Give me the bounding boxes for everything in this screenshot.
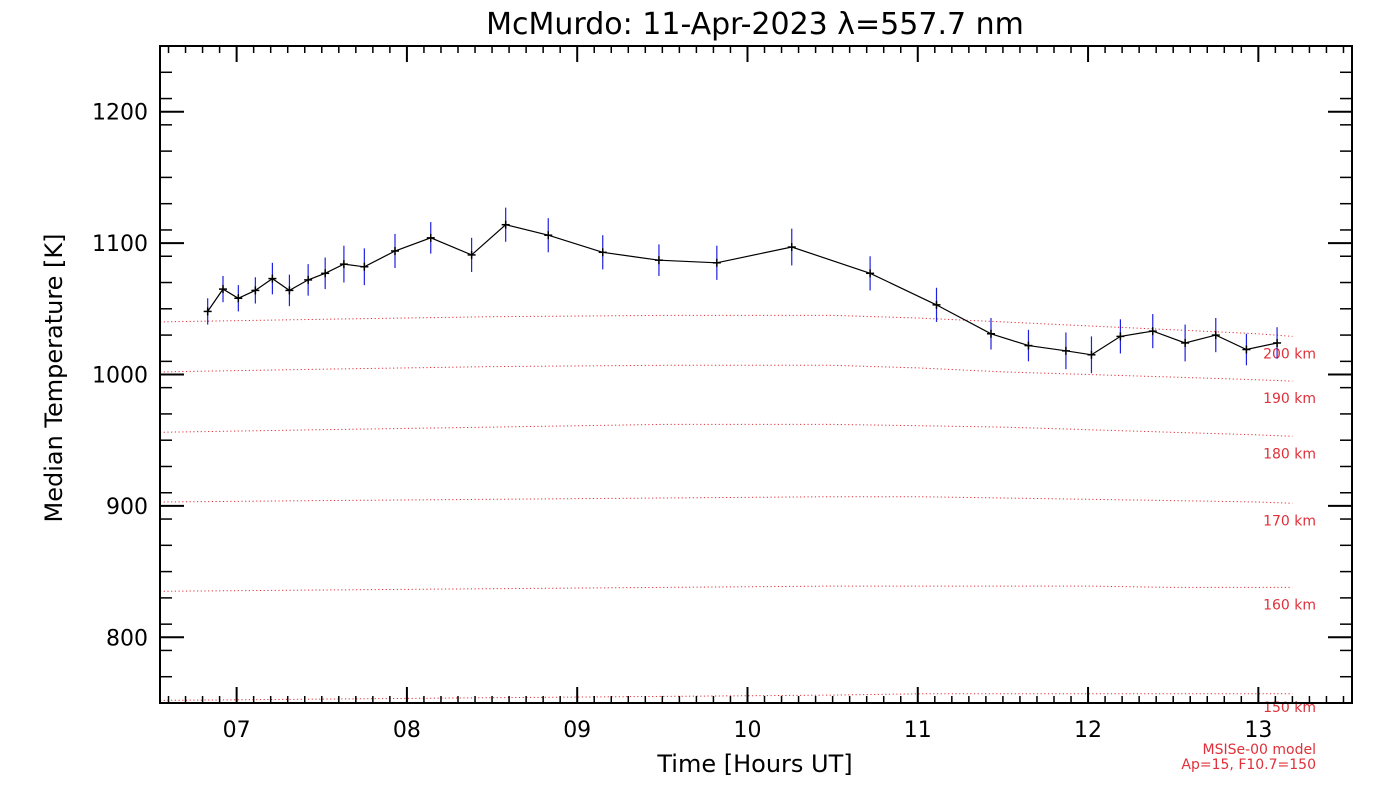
model-curve-label: 170 km <box>1263 513 1316 529</box>
data-point <box>321 269 330 278</box>
data-point <box>501 220 510 229</box>
plot-frame <box>159 45 1353 704</box>
data-point <box>285 286 294 295</box>
y-tick-label: 900 <box>106 495 148 520</box>
model-note: MSISe-00 model <box>1202 742 1316 758</box>
data-point <box>1211 331 1220 340</box>
data-point <box>986 329 995 338</box>
model-curve <box>159 364 1293 382</box>
data-point <box>304 275 313 284</box>
data-point <box>360 262 369 271</box>
data-point <box>866 269 875 278</box>
data-point <box>1087 350 1096 359</box>
data-point <box>654 256 663 265</box>
y-tick-label: 1100 <box>92 232 148 257</box>
data-point <box>598 248 607 257</box>
x-axis-label: Time [Hours UT] <box>656 750 852 778</box>
model-curve-label: 180 km <box>1263 446 1316 462</box>
data-point <box>251 286 260 295</box>
data-point <box>932 300 941 309</box>
model-curve-label: 190 km <box>1263 391 1316 407</box>
data-point <box>1024 341 1033 350</box>
error-bars <box>207 207 1278 374</box>
data-point <box>268 274 277 283</box>
x-tick-label: 10 <box>733 718 761 743</box>
x-tick-label: 07 <box>223 718 251 743</box>
model-curve <box>159 423 1293 437</box>
model-params-note: Ap=15, F10.7=150 <box>1181 757 1316 773</box>
data-point <box>1242 345 1251 354</box>
y-tick-label: 800 <box>106 626 148 651</box>
y-axis-label: Median Temperature [K] <box>40 233 68 522</box>
model-curve <box>159 585 1293 592</box>
model-curve-label: 200 km <box>1263 346 1316 362</box>
data-point <box>426 233 435 242</box>
x-tick-label: 12 <box>1074 718 1102 743</box>
x-tick-label: 11 <box>904 718 932 743</box>
model-curves <box>159 314 1293 701</box>
data-point <box>219 285 228 294</box>
x-tick-label: 13 <box>1244 718 1272 743</box>
x-tick-label: 08 <box>393 718 421 743</box>
model-curve <box>159 496 1293 504</box>
data-point <box>1181 338 1190 347</box>
data-point <box>544 231 553 240</box>
data-point <box>467 250 476 259</box>
chart-title: McMurdo: 11-Apr-2023 λ=557.7 nm <box>486 7 1024 42</box>
data-point <box>1116 332 1125 341</box>
data-point <box>1148 327 1157 336</box>
data-point <box>787 243 796 252</box>
axis-ticks <box>160 45 1352 704</box>
data-point <box>1273 338 1282 347</box>
data-point <box>203 307 212 316</box>
y-tick-label: 1200 <box>92 101 148 126</box>
tick-labels: 07 08 09 10 11 12 13 800 900 1000 1100 1200 <box>92 101 1272 743</box>
data-point <box>712 258 721 267</box>
x-tick-label: 09 <box>563 718 591 743</box>
series-line <box>207 224 1278 356</box>
data-point <box>390 246 399 255</box>
model-curve-label: 160 km <box>1263 597 1316 613</box>
model-curve <box>159 314 1293 337</box>
data-points <box>203 220 1282 359</box>
data-point <box>234 294 243 303</box>
data-point <box>1061 346 1070 355</box>
y-tick-label: 1000 <box>92 364 148 389</box>
data-point <box>339 260 348 269</box>
